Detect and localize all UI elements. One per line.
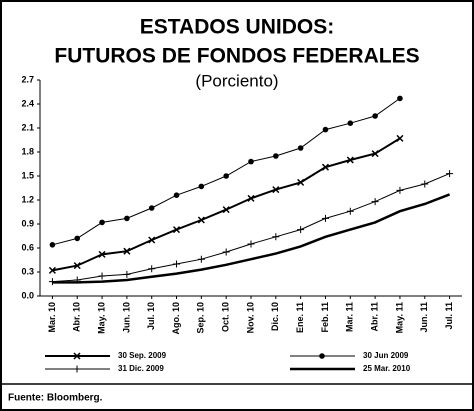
point [123, 247, 131, 255]
y-tick-label: 1.5 [21, 170, 34, 180]
point [297, 178, 305, 186]
point [397, 95, 403, 102]
legend-label: 30 Sep. 2009 [118, 351, 167, 360]
x-tick-label: Ene. 11 [295, 302, 305, 333]
point [371, 198, 379, 206]
point [222, 206, 230, 214]
x-tick-label: Feb. 11 [320, 302, 330, 333]
x-tick-label: Mar. 11 [345, 302, 355, 332]
point [247, 194, 255, 202]
point [346, 207, 354, 215]
point [346, 156, 354, 164]
chart-title: ESTADOS UNIDOS: [140, 16, 334, 39]
y-tick-label: 1.8 [21, 146, 34, 156]
point [446, 170, 454, 178]
x-tick-label: Abr. 10 [72, 302, 82, 332]
legend-label: 31 Dic. 2009 [118, 364, 164, 373]
point [396, 134, 404, 142]
point [297, 145, 304, 151]
point [74, 235, 81, 242]
point [73, 352, 81, 360]
point [173, 260, 181, 268]
x-tick-label: Ago. 10 [171, 302, 181, 335]
x-tick-label: Sep. 10 [196, 302, 206, 334]
y-tick-label: 0.6 [21, 242, 34, 252]
x-tick-label: Jun. 11 [419, 302, 429, 333]
point [371, 150, 379, 158]
point [248, 158, 254, 165]
x-tick-label: Mar. 10 [47, 302, 57, 333]
chart-subtitle: FUTUROS DE FONDOS FEDERALES [54, 45, 419, 68]
x-tick-label: Jun. 10 [121, 302, 131, 333]
point [421, 180, 429, 188]
series-line [52, 193, 451, 284]
point [173, 192, 180, 198]
point [297, 226, 305, 234]
point [99, 219, 105, 226]
x-tick-label: May. 11 [394, 302, 404, 333]
y-tick-label: 0.9 [21, 218, 34, 228]
x-tick-label: May. 10 [96, 302, 106, 334]
point [247, 240, 255, 248]
y-tick-label: 1.2 [21, 194, 34, 204]
point [396, 186, 404, 194]
point [347, 120, 354, 126]
source: Fuente: Bloomberg. [8, 393, 103, 404]
point [49, 242, 56, 248]
x-tick-label: Abr. 11 [369, 302, 379, 332]
y-axis-label: (Porciento) [195, 71, 278, 90]
point [273, 153, 279, 159]
x-tick-label: Jul. 10 [146, 302, 156, 330]
x-tick-label: Jul. 11 [444, 302, 454, 330]
point [124, 215, 130, 222]
legend-label: 25 Mar. 2010 [363, 364, 411, 373]
point [319, 353, 325, 359]
point [372, 113, 378, 119]
point [98, 272, 106, 280]
y-tick-label: 0.3 [21, 266, 34, 276]
y-tick-label: 0.0 [21, 290, 34, 300]
point [148, 265, 156, 273]
point [148, 205, 155, 211]
point [197, 216, 205, 224]
point [222, 248, 230, 256]
legend-label: 30 Jun 2009 [363, 351, 409, 360]
point [197, 255, 205, 263]
point [123, 270, 131, 278]
point [73, 262, 81, 270]
y-tick-label: 2.4 [21, 98, 34, 108]
y-tick-label: 2.7 [21, 74, 34, 84]
point [148, 236, 156, 244]
point [321, 214, 329, 222]
point [98, 250, 106, 258]
x-tick-label: Oct. 10 [221, 302, 231, 332]
point [272, 186, 280, 194]
point [272, 233, 280, 241]
point [172, 226, 181, 234]
point [321, 163, 330, 171]
point [223, 173, 229, 179]
x-tick-label: Nov. 10 [245, 302, 255, 333]
y-tick-label: 2.1 [21, 122, 34, 132]
point [48, 266, 56, 274]
point [73, 365, 81, 373]
x-tick-label: Dic. 10 [270, 302, 280, 331]
point [322, 126, 329, 133]
point [198, 183, 205, 190]
